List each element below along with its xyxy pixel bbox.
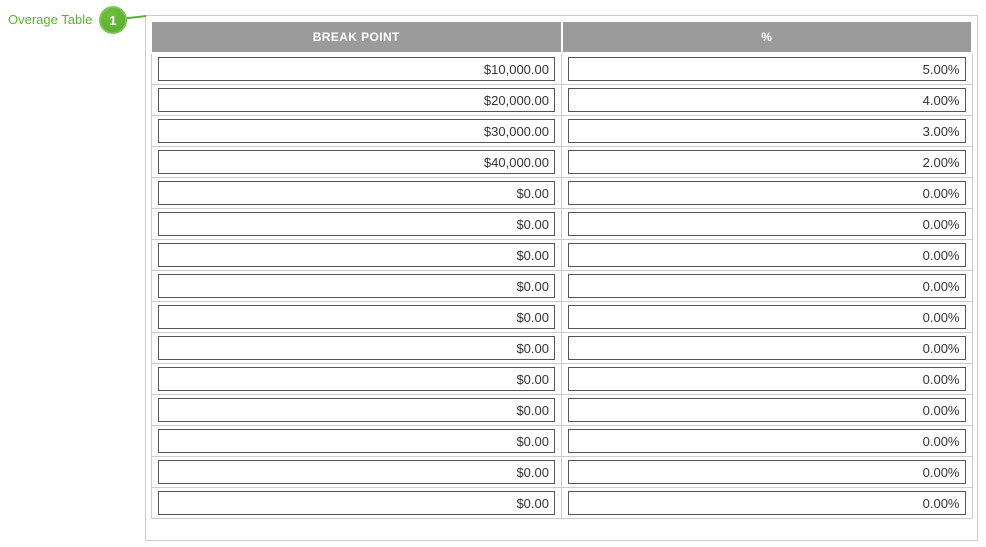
break-point-cell (150, 394, 562, 426)
break-point-input[interactable] (157, 398, 555, 422)
break-point-cell (150, 425, 562, 457)
break-point-input[interactable] (157, 305, 555, 329)
percent-cell (561, 301, 973, 333)
break-point-input[interactable] (157, 491, 555, 515)
percent-input[interactable] (568, 491, 966, 515)
table-row (150, 363, 973, 395)
overage-table-container: BREAK POINT % (145, 15, 978, 541)
break-point-input[interactable] (157, 57, 555, 81)
percent-input[interactable] (568, 274, 966, 298)
break-point-input[interactable] (157, 460, 555, 484)
table-row (150, 394, 973, 426)
percent-input[interactable] (568, 398, 966, 422)
break-point-cell (150, 208, 562, 240)
break-point-input[interactable] (157, 274, 555, 298)
break-point-cell (150, 115, 562, 147)
percent-cell (561, 146, 973, 178)
break-point-cell (150, 146, 562, 178)
percent-cell (561, 177, 973, 209)
connector-line (112, 15, 147, 21)
percent-input[interactable] (568, 181, 966, 205)
percent-input[interactable] (568, 212, 966, 236)
table-row (150, 146, 973, 178)
break-point-cell (150, 84, 562, 116)
percent-input[interactable] (568, 429, 966, 453)
annotation-badge-number: 1 (109, 12, 117, 28)
table-row (150, 301, 973, 333)
percent-cell (561, 394, 973, 426)
percent-cell (561, 84, 973, 116)
percent-cell (561, 239, 973, 271)
percent-cell (561, 52, 973, 85)
table-row (150, 456, 973, 488)
annotation-badge: 1 (99, 6, 127, 34)
percent-cell (561, 456, 973, 488)
table-row (150, 425, 973, 457)
percent-input[interactable] (568, 88, 966, 112)
break-point-cell (150, 487, 562, 519)
percent-cell (561, 332, 973, 364)
header-row: BREAK POINT % (150, 20, 973, 54)
break-point-cell (150, 177, 562, 209)
percent-input[interactable] (568, 460, 966, 484)
break-point-input[interactable] (157, 181, 555, 205)
break-point-input[interactable] (157, 367, 555, 391)
break-point-input[interactable] (157, 150, 555, 174)
break-point-cell (150, 363, 562, 395)
table-row (150, 115, 973, 147)
percent-cell (561, 363, 973, 395)
percent-cell (561, 115, 973, 147)
percent-input[interactable] (568, 57, 966, 81)
break-point-input[interactable] (157, 336, 555, 360)
percent-input[interactable] (568, 119, 966, 143)
break-point-input[interactable] (157, 243, 555, 267)
table-row (150, 84, 973, 116)
percent-input[interactable] (568, 243, 966, 267)
percent-cell (561, 487, 973, 519)
annotation-label: Overage Table (8, 12, 93, 27)
percent-cell (561, 425, 973, 457)
break-point-input[interactable] (157, 429, 555, 453)
percent-input[interactable] (568, 336, 966, 360)
table-row (150, 270, 973, 302)
column-header-percent: % (560, 20, 973, 54)
table-row (150, 208, 973, 240)
overage-table: BREAK POINT % (150, 20, 973, 519)
column-header-break-point: BREAK POINT (150, 20, 563, 54)
break-point-input[interactable] (157, 119, 555, 143)
table-row (150, 177, 973, 209)
break-point-input[interactable] (157, 88, 555, 112)
break-point-input[interactable] (157, 212, 555, 236)
table-row (150, 332, 973, 364)
break-point-cell (150, 270, 562, 302)
break-point-cell (150, 456, 562, 488)
break-point-cell (150, 239, 562, 271)
percent-input[interactable] (568, 150, 966, 174)
break-point-cell (150, 332, 562, 364)
break-point-cell (150, 301, 562, 333)
table-row (150, 52, 973, 85)
percent-input[interactable] (568, 367, 966, 391)
break-point-cell (150, 52, 562, 85)
table-row (150, 487, 973, 519)
table-row (150, 239, 973, 271)
percent-cell (561, 270, 973, 302)
percent-input[interactable] (568, 305, 966, 329)
percent-cell (561, 208, 973, 240)
